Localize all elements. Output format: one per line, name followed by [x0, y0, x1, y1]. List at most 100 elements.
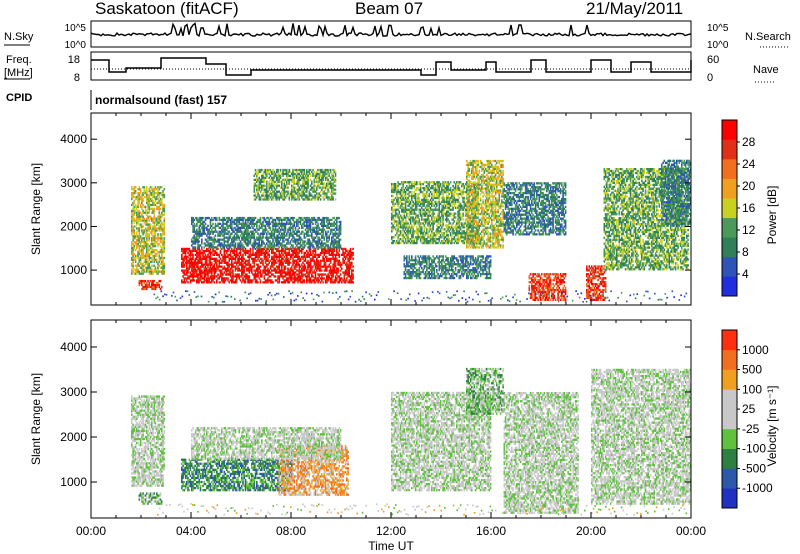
heatmap-cell	[156, 201, 158, 205]
heatmap-cell	[223, 257, 226, 260]
heatmap-cell	[322, 228, 324, 231]
heatmap-cell	[281, 186, 283, 189]
heatmap-cell	[254, 192, 257, 195]
heatmap-cell	[248, 265, 251, 268]
heatmap-cell	[289, 230, 292, 233]
heatmap-cell	[286, 238, 288, 241]
heatmap-cell	[336, 271, 338, 274]
heatmap-cell	[314, 198, 317, 201]
heatmap-cell	[214, 230, 217, 233]
heatmap-cell	[277, 281, 279, 284]
heatmap-cell	[421, 228, 423, 231]
heatmap-cell	[267, 240, 269, 243]
heatmap-cell	[261, 253, 263, 256]
heatmap-cell	[237, 226, 239, 229]
heatmap-cell	[334, 192, 337, 195]
heatmap-cell	[141, 250, 143, 254]
heatmap-cell	[343, 253, 346, 256]
heatmap-cell	[292, 178, 294, 181]
heatmap-cell	[273, 188, 276, 191]
heatmap-cell	[153, 211, 156, 214]
heatmap-cell	[269, 240, 272, 243]
heatmap-cell	[262, 172, 264, 176]
heatmap-cell	[301, 267, 303, 270]
heatmap-cell	[314, 265, 317, 268]
heatmap-cell	[287, 251, 289, 255]
heatmap-cell	[338, 216, 341, 220]
heatmap-cell	[287, 263, 289, 266]
heatmap-cell	[201, 247, 203, 251]
nsearch-label: N.Search	[745, 31, 791, 43]
heatmap-cell	[287, 259, 289, 262]
heatmap-cell	[273, 180, 276, 183]
heatmap-cell	[236, 277, 238, 280]
heatmap-cell	[247, 232, 249, 235]
heatmap-cell	[141, 223, 143, 226]
heatmap-cell	[141, 239, 143, 242]
heatmap-cell	[261, 176, 263, 179]
heatmap-cell	[189, 259, 192, 262]
heatmap-cell	[144, 243, 147, 246]
heatmap-cell	[147, 193, 149, 197]
heatmap-cell	[146, 235, 148, 238]
heatmap-cell	[256, 263, 258, 266]
heatmap-cell	[137, 237, 139, 240]
heatmap-cell	[321, 265, 323, 268]
heatmap-cell	[419, 208, 422, 211]
heatmap-cell	[306, 253, 308, 256]
heatmap-cell	[293, 180, 296, 183]
heatmap-cell	[154, 254, 157, 258]
heatmap-cell	[332, 281, 334, 284]
heatmap-cell	[192, 218, 194, 222]
heatmap-cell	[256, 170, 258, 174]
heatmap-cell	[296, 273, 298, 276]
heatmap-cell	[291, 265, 293, 268]
heatmap-cell	[331, 222, 333, 225]
heatmap-cell	[134, 192, 137, 195]
heatmap-cell	[313, 216, 316, 220]
heatmap-cell	[131, 225, 133, 228]
heatmap-cell	[133, 235, 136, 238]
heatmap-cell	[146, 221, 148, 224]
heatmap-cell	[154, 217, 157, 220]
heatmap-cell	[192, 242, 194, 245]
heatmap-cell	[211, 236, 213, 239]
heatmap-cell	[222, 244, 224, 247]
heatmap-cell	[256, 251, 258, 255]
heatmap-cell	[231, 244, 233, 247]
heatmap-cell	[308, 261, 311, 264]
heatmap-cell	[252, 265, 254, 268]
heatmap-cell	[218, 238, 221, 241]
heatmap-cell	[294, 186, 297, 189]
heatmap-cell	[332, 234, 334, 237]
heatmap-cell	[322, 281, 324, 284]
heatmap-cell	[204, 216, 207, 220]
heatmap-cell	[302, 281, 304, 284]
heatmap-cell	[398, 212, 401, 215]
heatmap-cell	[212, 265, 214, 268]
heatmap-cell	[249, 251, 252, 255]
cpid-label: CPID	[6, 92, 32, 104]
heatmap-cell	[191, 257, 193, 260]
heatmap-cell	[239, 234, 242, 237]
heatmap-cell	[188, 257, 191, 260]
heatmap-cell	[299, 271, 302, 274]
heatmap-cell	[264, 253, 267, 256]
heatmap-cell	[266, 232, 268, 235]
heatmap-cell	[159, 245, 162, 248]
heatmap-cell	[237, 218, 239, 222]
heatmap-cell	[326, 265, 328, 268]
heatmap-cell	[243, 279, 245, 282]
heatmap-cell	[278, 220, 281, 224]
heatmap-cell	[251, 230, 253, 233]
heatmap-cell	[404, 190, 407, 194]
heatmap-cell	[226, 236, 228, 239]
heatmap-cell	[286, 216, 288, 220]
heatmap-cell	[227, 218, 229, 222]
heatmap-cell	[249, 236, 252, 239]
heatmap-cell	[304, 240, 307, 243]
heatmap-cell	[314, 222, 317, 225]
heatmap-cell	[277, 228, 279, 231]
heatmap-cell	[139, 237, 142, 240]
heatmap-cell	[276, 247, 278, 251]
